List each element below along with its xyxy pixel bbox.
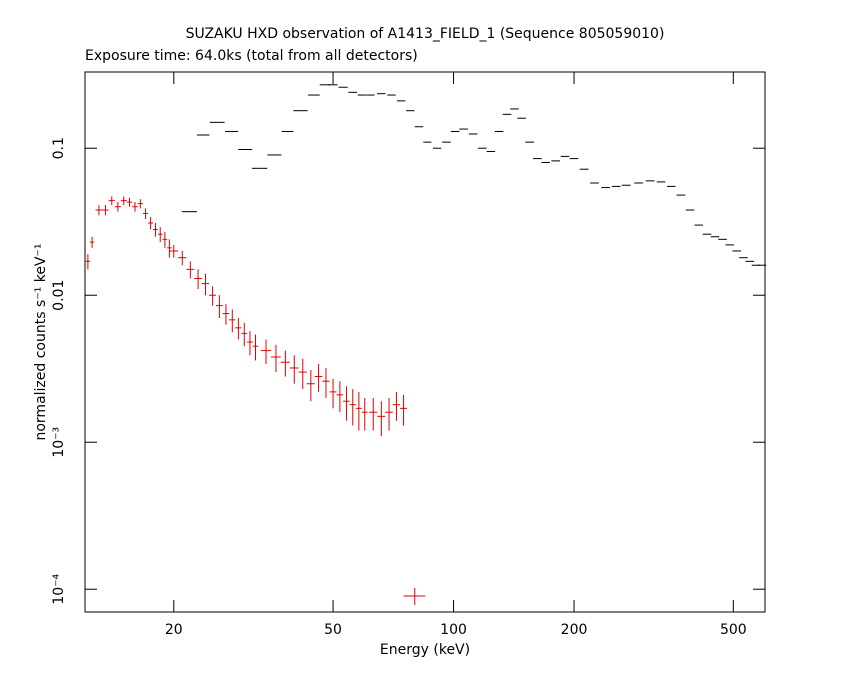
chart-subtitle: Exposure time: 64.0ks (total from all de…	[85, 48, 418, 64]
x-tick-label: 50	[324, 622, 342, 638]
y-tick-label: 10⁻⁴	[51, 573, 67, 604]
y-tick-label: 0.1	[51, 137, 67, 159]
x-tick-label: 500	[720, 622, 747, 638]
x-tick-label: 200	[561, 622, 588, 638]
plot-frame	[84, 71, 766, 613]
y-tick-label: 0.01	[51, 280, 67, 311]
x-tick-label: 100	[440, 622, 467, 638]
y-axis-label: normalized counts s⁻¹ keV⁻¹	[33, 243, 49, 440]
chart-title: SUZAKU HXD observation of A1413_FIELD_1 …	[186, 26, 665, 42]
y-tick-label: 10⁻³	[51, 427, 67, 458]
x-tick-label: 20	[165, 622, 183, 638]
x-axis-label: Energy (keV)	[380, 642, 470, 658]
